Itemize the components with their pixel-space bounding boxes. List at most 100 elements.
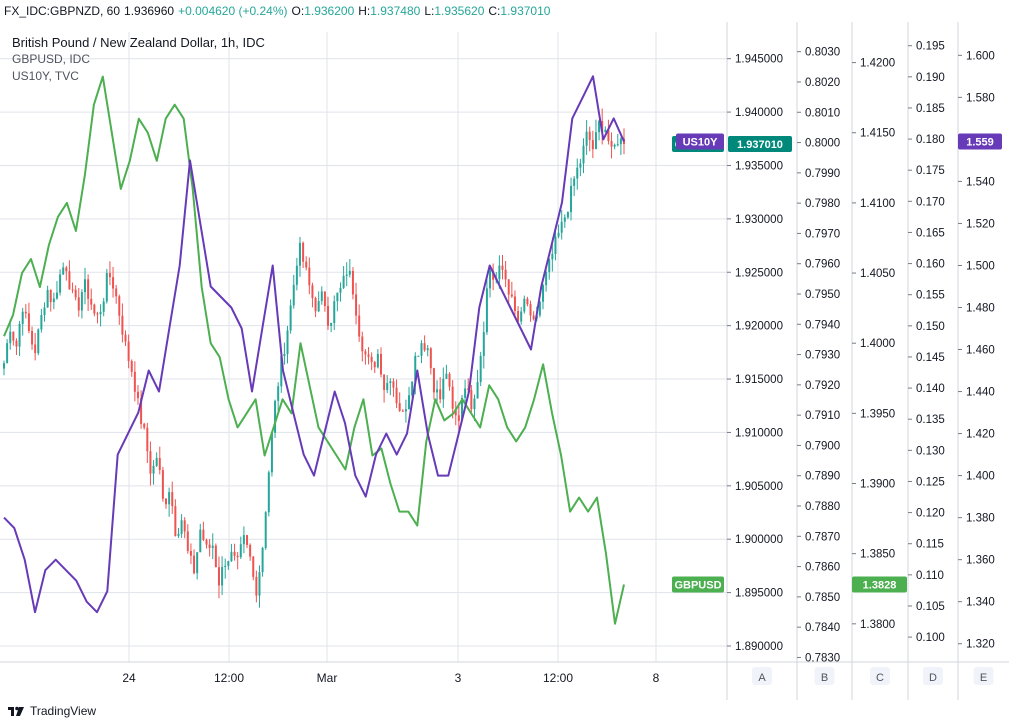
tradingview-brand[interactable]: TradingView — [30, 703, 97, 718]
axis-tick-label: 1.895000 — [735, 588, 783, 600]
axis-tick-label: 0.8030 — [805, 47, 840, 59]
tag-gbpusd-value-bg — [852, 576, 907, 593]
axis-letter-c[interactable]: C — [876, 672, 884, 684]
candle — [177, 527, 180, 538]
candle — [15, 338, 18, 355]
candle-body — [445, 373, 448, 379]
candle — [211, 533, 214, 560]
candle — [411, 381, 414, 398]
axis-tick-label: 0.7880 — [805, 501, 840, 513]
candle — [619, 137, 622, 156]
candle-body — [205, 539, 208, 545]
candle-body — [105, 273, 108, 302]
candle — [246, 534, 249, 549]
axis-tick-label: 1.935000 — [735, 160, 783, 172]
candle — [504, 260, 507, 288]
candle — [317, 291, 320, 313]
candle — [613, 143, 616, 150]
candle — [90, 288, 93, 310]
candle — [358, 304, 361, 342]
candle-body — [532, 315, 535, 320]
axis-letter-e[interactable]: E — [980, 672, 987, 684]
candle — [545, 267, 548, 292]
axis-letter-d[interactable]: D — [929, 672, 937, 684]
axis-tick-label: 1.400 — [966, 471, 995, 483]
candle-body — [489, 270, 492, 289]
candle-body — [3, 363, 5, 369]
candle-body — [80, 292, 83, 311]
candle-body — [302, 242, 305, 262]
axis-tick-label: 1.900000 — [735, 534, 783, 546]
candle — [105, 268, 108, 304]
candle — [80, 289, 83, 319]
candle — [143, 422, 146, 430]
legend-title[interactable]: British Pound / New Zealand Dollar, 1h, … — [12, 35, 265, 50]
open-value: 1.936200 — [304, 4, 355, 18]
candle — [392, 378, 395, 397]
candle — [227, 560, 230, 570]
candle — [311, 282, 314, 308]
chart-area[interactable]: 1.890000 1.895000 1.900000 1.905000 1.910000… — [0, 22, 1009, 700]
candle-body — [202, 529, 205, 540]
candle — [604, 126, 607, 133]
candle-body — [77, 297, 80, 311]
candle-body — [46, 289, 49, 308]
candle — [252, 555, 255, 581]
price-axes[interactable]: 1.890000 1.895000 1.900000 1.905000 1.910000… — [726, 22, 995, 700]
time-tick-label: 8 — [653, 671, 660, 685]
candle — [68, 260, 71, 290]
axis-letter-b[interactable]: B — [821, 672, 828, 684]
tag-gbpnzd-value: 1.937010 — [737, 139, 783, 151]
candle-body — [155, 458, 158, 466]
candle — [74, 285, 77, 301]
candle — [507, 278, 510, 305]
candle — [302, 241, 305, 269]
candle-body — [327, 305, 330, 326]
candle — [370, 352, 373, 371]
candle-body — [233, 551, 236, 556]
candle-body — [37, 329, 40, 354]
time-axis[interactable]: 24 12:00 Mar 3 12:00 8 — [0, 661, 1009, 685]
candle — [404, 399, 407, 423]
axis-tick-label: 1.340 — [966, 597, 995, 609]
candle-body — [24, 311, 27, 314]
candle-body — [102, 301, 105, 312]
legend-overlay-us10y[interactable]: US10Y, TVC — [12, 69, 79, 83]
candle-body — [264, 512, 267, 548]
axis-tick-label: 1.930000 — [735, 214, 783, 226]
candle-body — [286, 330, 289, 354]
axis-tick-label: 1.4000 — [860, 338, 895, 350]
candle — [165, 498, 168, 509]
candle-body — [594, 132, 597, 150]
candle-body — [9, 331, 12, 344]
close-label: C: — [488, 4, 501, 18]
axis-letter-a[interactable]: A — [758, 672, 766, 684]
symbol-label[interactable]: FX_IDC:GBPNZD, 60 — [4, 4, 121, 18]
candle — [186, 524, 189, 554]
axis-tick-label: 1.3950 — [860, 408, 895, 420]
candle — [417, 355, 420, 357]
legend-overlay-gbpusd[interactable]: GBPUSD, IDC — [12, 52, 91, 66]
candle — [295, 257, 298, 291]
candle — [476, 369, 479, 399]
axis-letter-bg — [870, 667, 890, 685]
candle-body — [560, 221, 563, 233]
candle — [136, 385, 139, 405]
candle-body — [84, 279, 87, 293]
candle — [548, 258, 551, 280]
axis-tick-label: 0.7960 — [805, 259, 840, 271]
candle-body — [311, 285, 314, 299]
candle — [208, 539, 211, 557]
candle — [529, 300, 532, 322]
candle — [84, 267, 87, 305]
candle-body — [417, 355, 420, 357]
axis-tick-label: 0.130 — [916, 445, 945, 457]
tag-us10y-value: 1.559 — [966, 136, 994, 148]
candle — [348, 259, 351, 278]
candle — [389, 378, 392, 396]
candle-body — [127, 341, 130, 361]
candle-body — [270, 432, 273, 473]
axis-tick-label: 0.155 — [916, 290, 945, 302]
candle — [448, 372, 451, 391]
candle-body — [563, 217, 566, 222]
